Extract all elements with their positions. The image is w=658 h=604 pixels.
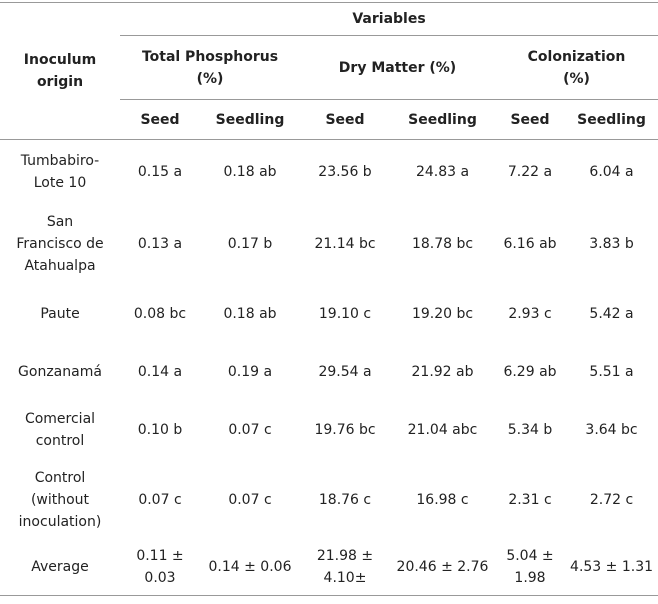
cell: 0.08 bc — [133, 305, 187, 322]
row-label: Comercial control — [24, 410, 96, 449]
table-row: San Francisco de Atahualpa 0.13 a 0.17 b 21… — [0, 204, 658, 284]
cell: 2.72 c — [589, 491, 634, 508]
cell: 6.04 a — [589, 163, 634, 180]
cell: 0.15 a — [137, 163, 183, 180]
cell: 29.54 a — [318, 363, 372, 380]
cell: 3.64 bc — [585, 421, 638, 438]
cell: 0.19 a — [227, 363, 273, 380]
row-label: Average — [0, 539, 120, 596]
cell: 5.42 a — [589, 305, 634, 322]
table-row: Average 0.11 ± 0.03 0.14 ± 0.06 21.98 ± 4.1… — [0, 539, 658, 596]
cell: 23.56 b — [318, 163, 372, 180]
group-header: Colonization (%) — [495, 35, 658, 100]
cell: 18.76 c — [318, 491, 372, 508]
cell: 0.18 ab — [223, 163, 277, 180]
cell: 21.04 abc — [407, 421, 478, 438]
cell: 0.11 ± 0.03 — [120, 539, 200, 596]
table-row: Paute 0.08 bc 0.18 ab 19.10 c 19.20 bc 2.93 c… — [0, 284, 658, 344]
sub-header: Seedling — [565, 99, 658, 140]
cell: 0.07 c — [228, 421, 272, 438]
cell: 21.92 ab — [411, 363, 474, 380]
cell: 5.34 b — [507, 421, 553, 438]
cell: 2.93 c — [508, 305, 552, 322]
sub-header: Seed — [300, 99, 390, 140]
row-label: Control (without inoculation) — [18, 469, 102, 530]
row-header: Inoculum origin — [0, 2, 120, 140]
table-row: Control (without inoculation) 0.07 c 0.07 … — [0, 460, 658, 540]
sub-header: Seedling — [200, 99, 300, 140]
cell: 7.22 a — [507, 163, 553, 180]
cell: 19.20 bc — [411, 305, 474, 322]
sub-header: Seed — [120, 99, 200, 140]
table-title: Variables — [120, 2, 658, 36]
cell: 6.16 ab — [503, 235, 557, 252]
cell: 0.17 b — [227, 235, 273, 252]
group-header: Total Phosphorus (%) — [120, 35, 300, 100]
cell: 20.46 ± 2.76 — [390, 539, 495, 596]
cell: 0.14 ± 0.06 — [200, 539, 300, 596]
table-row: Comercial control 0.10 b 0.07 c 19.76 bc 21.… — [0, 400, 658, 460]
cell: 0.07 c — [228, 491, 272, 508]
row-label: Tumbabiro-Lote 10 — [20, 152, 100, 191]
group-header: Dry Matter (%) — [300, 35, 495, 100]
sub-header: Seed — [495, 99, 565, 140]
cell: 0.07 c — [138, 491, 182, 508]
cell: 0.14 a — [137, 363, 183, 380]
row-label: Paute — [40, 305, 80, 322]
cell: 0.10 b — [137, 421, 183, 438]
cell: 19.76 bc — [314, 421, 376, 438]
cell: 5.04 ± 1.98 — [495, 539, 565, 596]
cell: 4.53 ± 1.31 — [565, 539, 658, 596]
cell: 0.18 ab — [223, 305, 277, 322]
row-label: Gonzanamá — [18, 363, 102, 380]
cell: 0.13 a — [137, 235, 183, 252]
cell: 24.83 a — [415, 163, 470, 180]
cell: 6.29 ab — [503, 363, 557, 380]
cell: 19.10 c — [318, 305, 372, 322]
cell: 21.98 ± 4.10± — [300, 539, 390, 596]
table-row: Tumbabiro-Lote 10 0.15 a 0.18 ab 23.56 b 24.… — [0, 140, 658, 204]
cell: 18.78 bc — [411, 235, 474, 252]
table-row: Gonzanamá 0.14 a 0.19 a 29.54 a 21.92 ab 6.29… — [0, 344, 658, 400]
cell: 16.98 c — [416, 491, 469, 508]
cell: 21.14 bc — [314, 235, 376, 252]
cell: 5.51 a — [589, 363, 634, 380]
row-label: San Francisco de Atahualpa — [16, 213, 104, 274]
cell: 2.31 c — [508, 491, 552, 508]
cell: 3.83 b — [589, 235, 634, 252]
sub-header: Seedling — [390, 99, 495, 140]
